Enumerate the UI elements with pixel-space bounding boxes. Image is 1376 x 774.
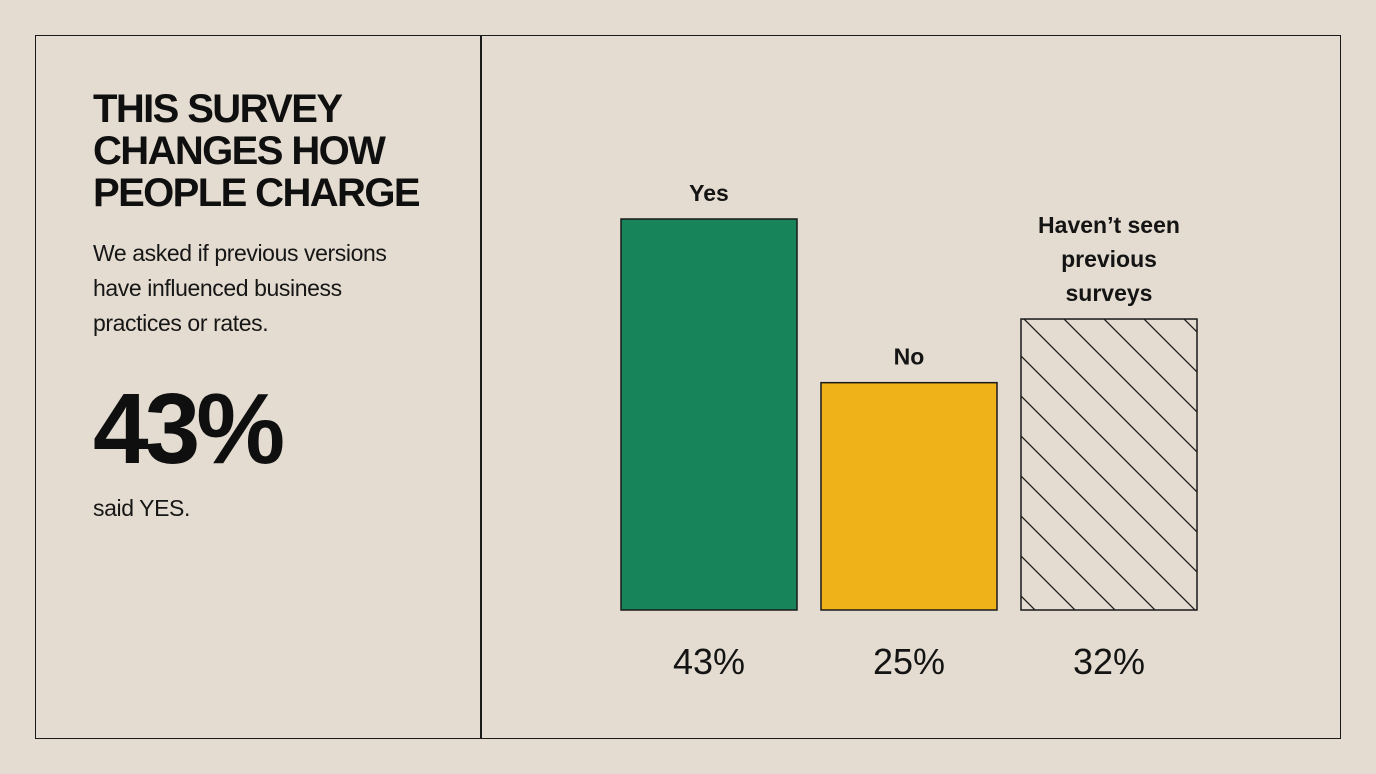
category-label-line: Yes — [689, 180, 729, 206]
labels-layer: Yes 43% No 25% Haven’t seen previous surveys 32… — [673, 180, 1180, 682]
headline: THIS SURVEY CHANGES HOW PEOPLE CHARGE — [93, 88, 453, 214]
bar-haven-t-seen-previous-surveys — [1020, 318, 1198, 611]
category-label-yes: Yes — [689, 180, 729, 206]
value-label-haven-t-seen-previous-surveys: 32% — [1073, 641, 1145, 682]
bars-layer — [620, 218, 1198, 611]
headline-line: CHANGES HOW — [93, 129, 386, 173]
headline-line: THIS SURVEY — [93, 87, 343, 131]
subtitle: We asked if previous versions have influ… — [93, 236, 453, 341]
big-stat-caption: said YES. — [93, 495, 190, 521]
category-label-line: previous — [1061, 246, 1157, 272]
bar-yes — [620, 218, 798, 611]
subtitle-line: We asked if previous versions — [93, 240, 387, 266]
subtitle-line: practices or rates. — [93, 310, 269, 336]
category-label-line: Haven’t seen — [1038, 212, 1180, 238]
summary-panel: THIS SURVEY CHANGES HOW PEOPLE CHARGE We… — [93, 88, 453, 523]
infographic-frame — [35, 35, 1341, 739]
category-label-line: No — [894, 344, 925, 370]
category-label-line: surveys — [1066, 280, 1153, 306]
headline-line: PEOPLE CHARGE — [93, 171, 421, 215]
category-label-no: No — [894, 344, 925, 370]
bar-no — [820, 381, 998, 611]
panel-divider — [480, 35, 482, 739]
subtitle-line: have influenced business — [93, 275, 342, 301]
category-label-haven-t-seen-previous-surveys: Haven’t seen previous surveys — [1038, 212, 1180, 306]
big-stat-value: 43% — [93, 373, 285, 485]
value-label-yes: 43% — [673, 641, 745, 682]
value-label-no: 25% — [873, 641, 945, 682]
